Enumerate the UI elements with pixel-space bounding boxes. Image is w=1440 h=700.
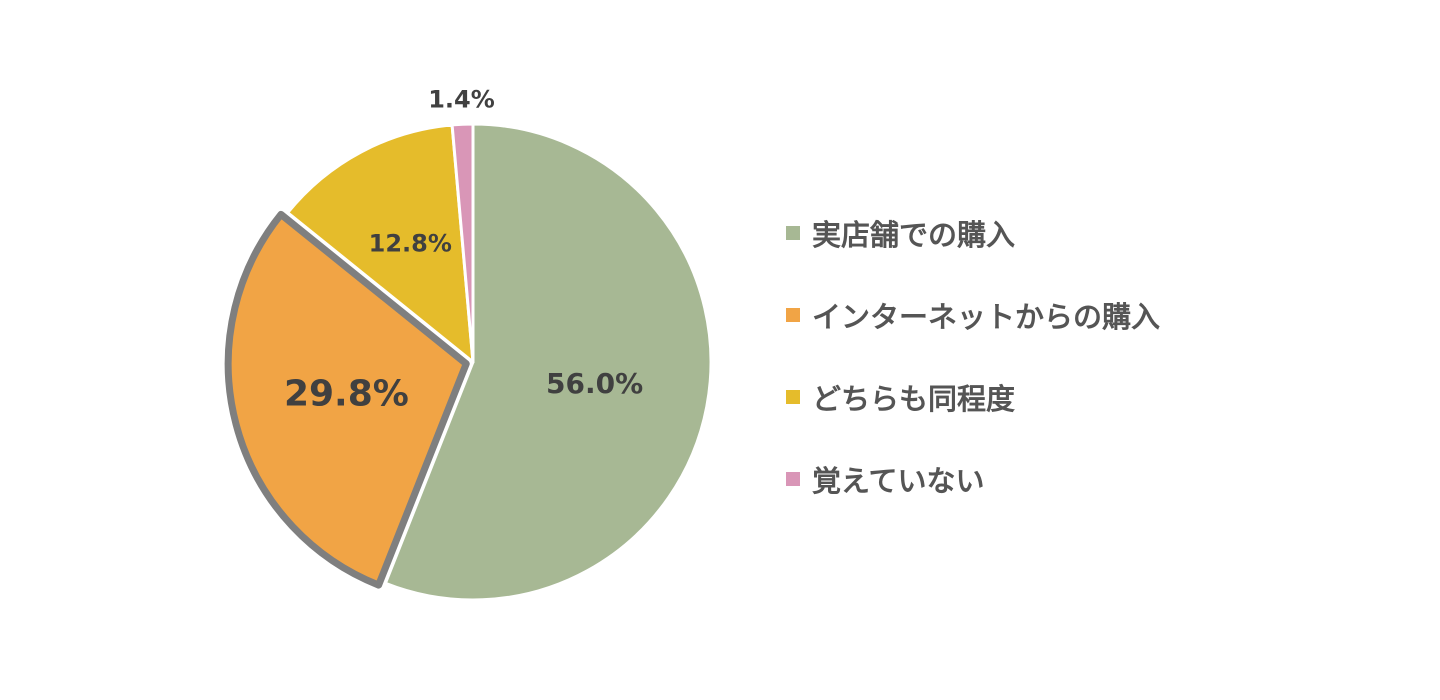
legend-item-dont-remember: 覚えていない	[786, 438, 1160, 520]
legend-item-in-store: 実店舗での購入	[786, 192, 1160, 274]
pie-value-label: 56.0%	[546, 367, 643, 400]
legend-label: インターネットからの購入	[812, 300, 1161, 334]
pie-slice-in-store	[383, 122, 713, 602]
legend-swatch	[786, 226, 800, 240]
legend-label: 覚えていない	[812, 464, 985, 498]
legend: 実店舗での購入 インターネットからの購入 どちらも同程度 覚えていない	[786, 192, 1160, 520]
pie-slice-both	[286, 123, 475, 364]
legend-item-both: どちらも同程度	[786, 356, 1160, 438]
pie-slice-dont-remember	[450, 122, 475, 364]
legend-item-internet: インターネットからの購入	[786, 274, 1160, 356]
legend-label: 実店舗での購入	[812, 218, 1016, 252]
pie-value-label: 12.8%	[369, 229, 452, 257]
legend-swatch	[786, 472, 800, 486]
pie-slices	[224, 122, 713, 602]
legend-swatch	[786, 308, 800, 322]
pie-value-label: 29.8%	[284, 373, 409, 414]
pie-value-label: 1.4%	[428, 85, 495, 113]
pie-value-labels: 56.0% 29.8% 12.8% 1.4%	[284, 85, 643, 414]
pie-slice-internet	[224, 210, 470, 589]
legend-label: どちらも同程度	[812, 382, 1016, 416]
legend-swatch	[786, 390, 800, 404]
